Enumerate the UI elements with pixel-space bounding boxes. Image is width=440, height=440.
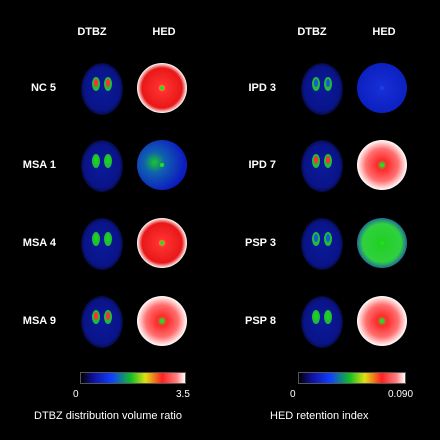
hed-scan-right-4 — [357, 296, 407, 346]
colorbar-dtbz-title: DTBZ distribution volume ratio — [34, 410, 182, 422]
hed-scan-left-3 — [137, 218, 187, 268]
colorbar-dtbz-max: 3.5 — [176, 389, 190, 400]
colorbar-hed — [298, 372, 406, 384]
colorbar-dtbz — [80, 372, 186, 384]
dtbz-scan-left-3 — [81, 218, 123, 270]
colorbar-hed-title: HED retention index — [270, 410, 369, 422]
hed-scan-right-3 — [357, 218, 407, 268]
row-label-left-3: MSA 4 — [22, 237, 56, 249]
hed-scan-left-1 — [137, 63, 187, 113]
row-label-right-4: PSP 8 — [245, 315, 276, 327]
row-label-left-4: MSA 9 — [22, 315, 56, 327]
row-label-right-3: PSP 3 — [245, 237, 276, 249]
row-label-left-2: MSA 1 — [22, 159, 56, 171]
row-label-right-2: IPD 7 — [248, 159, 276, 171]
dtbz-scan-right-2 — [301, 140, 343, 192]
hed-scan-right-2 — [357, 140, 407, 190]
dtbz-scan-right-4 — [301, 296, 343, 348]
hed-scan-right-1 — [357, 63, 407, 113]
dtbz-scan-right-1 — [301, 63, 343, 115]
colorbar-hed-min: 0 — [290, 389, 296, 400]
header-hed-left: HED — [152, 26, 176, 38]
hed-scan-left-4 — [137, 296, 187, 346]
row-label-right-1: IPD 3 — [248, 82, 276, 94]
dtbz-scan-left-1 — [81, 63, 123, 115]
dtbz-scan-right-3 — [301, 218, 343, 270]
header-dtbz-right: DTBZ — [297, 26, 327, 38]
colorbar-hed-max: 0.090 — [388, 389, 414, 400]
hed-scan-left-2 — [137, 140, 187, 190]
row-label-left-1: NC 5 — [30, 82, 56, 94]
colorbar-dtbz-min: 0 — [73, 389, 79, 400]
header-dtbz-left: DTBZ — [77, 26, 107, 38]
dtbz-scan-left-4 — [81, 296, 123, 348]
header-hed-right: HED — [372, 26, 396, 38]
dtbz-scan-left-2 — [81, 140, 123, 192]
